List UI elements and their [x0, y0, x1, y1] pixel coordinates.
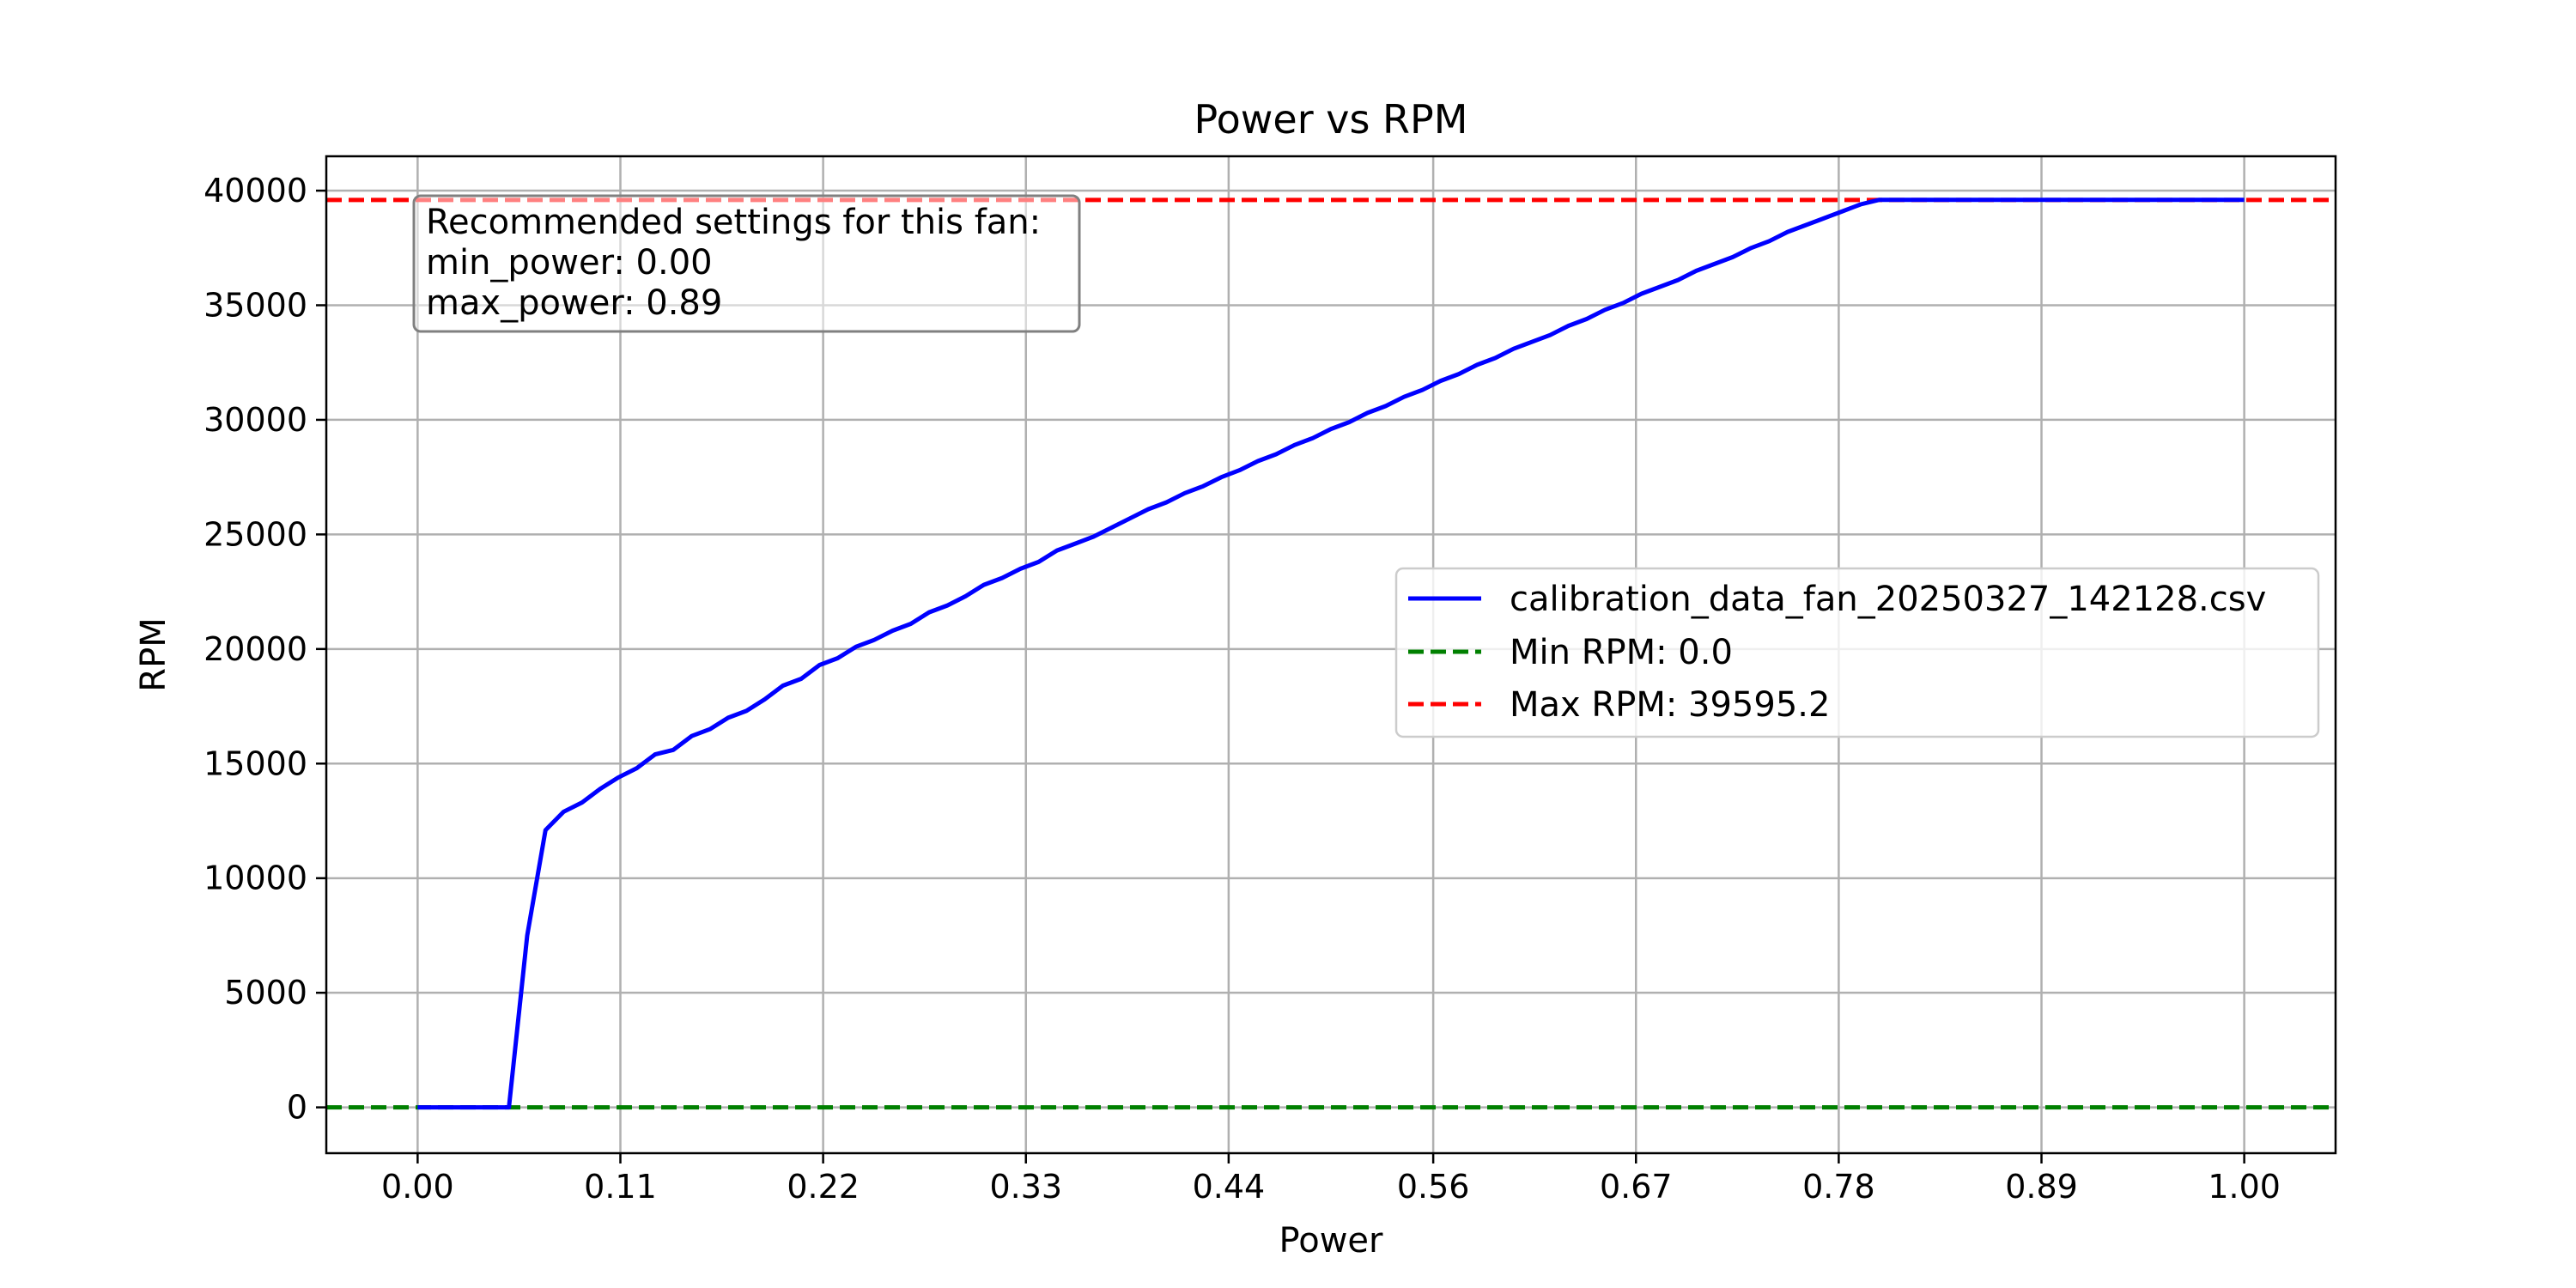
x-tick-label: 0.56 — [1397, 1168, 1470, 1206]
x-tick-label: 0.22 — [787, 1168, 860, 1206]
legend: calibration_data_fan_20250327_142128.csv… — [1394, 567, 2320, 738]
series-line-fan-data — [417, 197, 2245, 1110]
x-tick-label: 0.89 — [2005, 1168, 2078, 1206]
x-tick-label: 0.33 — [989, 1168, 1062, 1206]
y-ticks: 0 5000 10000 15000 20000 25000 30000 35000 40000 — [204, 172, 326, 1127]
legend-label-max-rpm: Max RPM: 39595.2 — [1510, 685, 1830, 725]
chart-title: Power vs RPM — [1194, 96, 1468, 143]
x-tick-label: 0.44 — [1193, 1168, 1266, 1206]
x-tick-label: 0.11 — [584, 1168, 657, 1206]
legend-frame — [1394, 567, 2320, 738]
x-tick-label: 0.67 — [1600, 1168, 1673, 1206]
y-tick-label: 10000 — [204, 860, 307, 897]
y-tick-label: 30000 — [204, 401, 307, 439]
x-axis-title: Power — [1279, 1221, 1383, 1261]
legend-label-min-rpm: Min RPM: 0.0 — [1510, 633, 1733, 672]
y-tick-label: 0 — [287, 1089, 307, 1127]
y-tick-label: 25000 — [204, 515, 307, 553]
y-tick-label: 15000 — [204, 744, 307, 782]
y-tick-label: 40000 — [204, 172, 307, 210]
y-axis-title: RPM — [134, 617, 173, 691]
x-tick-label: 0.00 — [381, 1168, 454, 1206]
x-tick-label: 0.78 — [1802, 1168, 1875, 1206]
annotation-frame — [412, 194, 1081, 333]
y-tick-label: 5000 — [224, 974, 307, 1012]
y-tick-label: 35000 — [204, 286, 307, 324]
plot-frame — [325, 155, 2337, 1155]
annotation-line-3: max_power: 0.89 — [426, 283, 722, 323]
annotation-line-2: min_power: 0.00 — [426, 243, 713, 283]
y-tick-label: 20000 — [204, 630, 307, 668]
recommended-settings-box: Recommended settings for this fan: min_p… — [412, 194, 1081, 333]
legend-label-fan-data: calibration_data_fan_20250327_142128.csv — [1510, 580, 2266, 619]
x-tick-label: 1.00 — [2208, 1168, 2281, 1206]
series-layer — [417, 197, 2245, 1110]
annotation-line-1: Recommended settings for this fan: — [426, 203, 1041, 242]
x-ticks: 0.00 0.11 0.22 0.33 0.44 0.56 0.67 0.78 0.89 1.00 — [381, 1153, 2281, 1206]
